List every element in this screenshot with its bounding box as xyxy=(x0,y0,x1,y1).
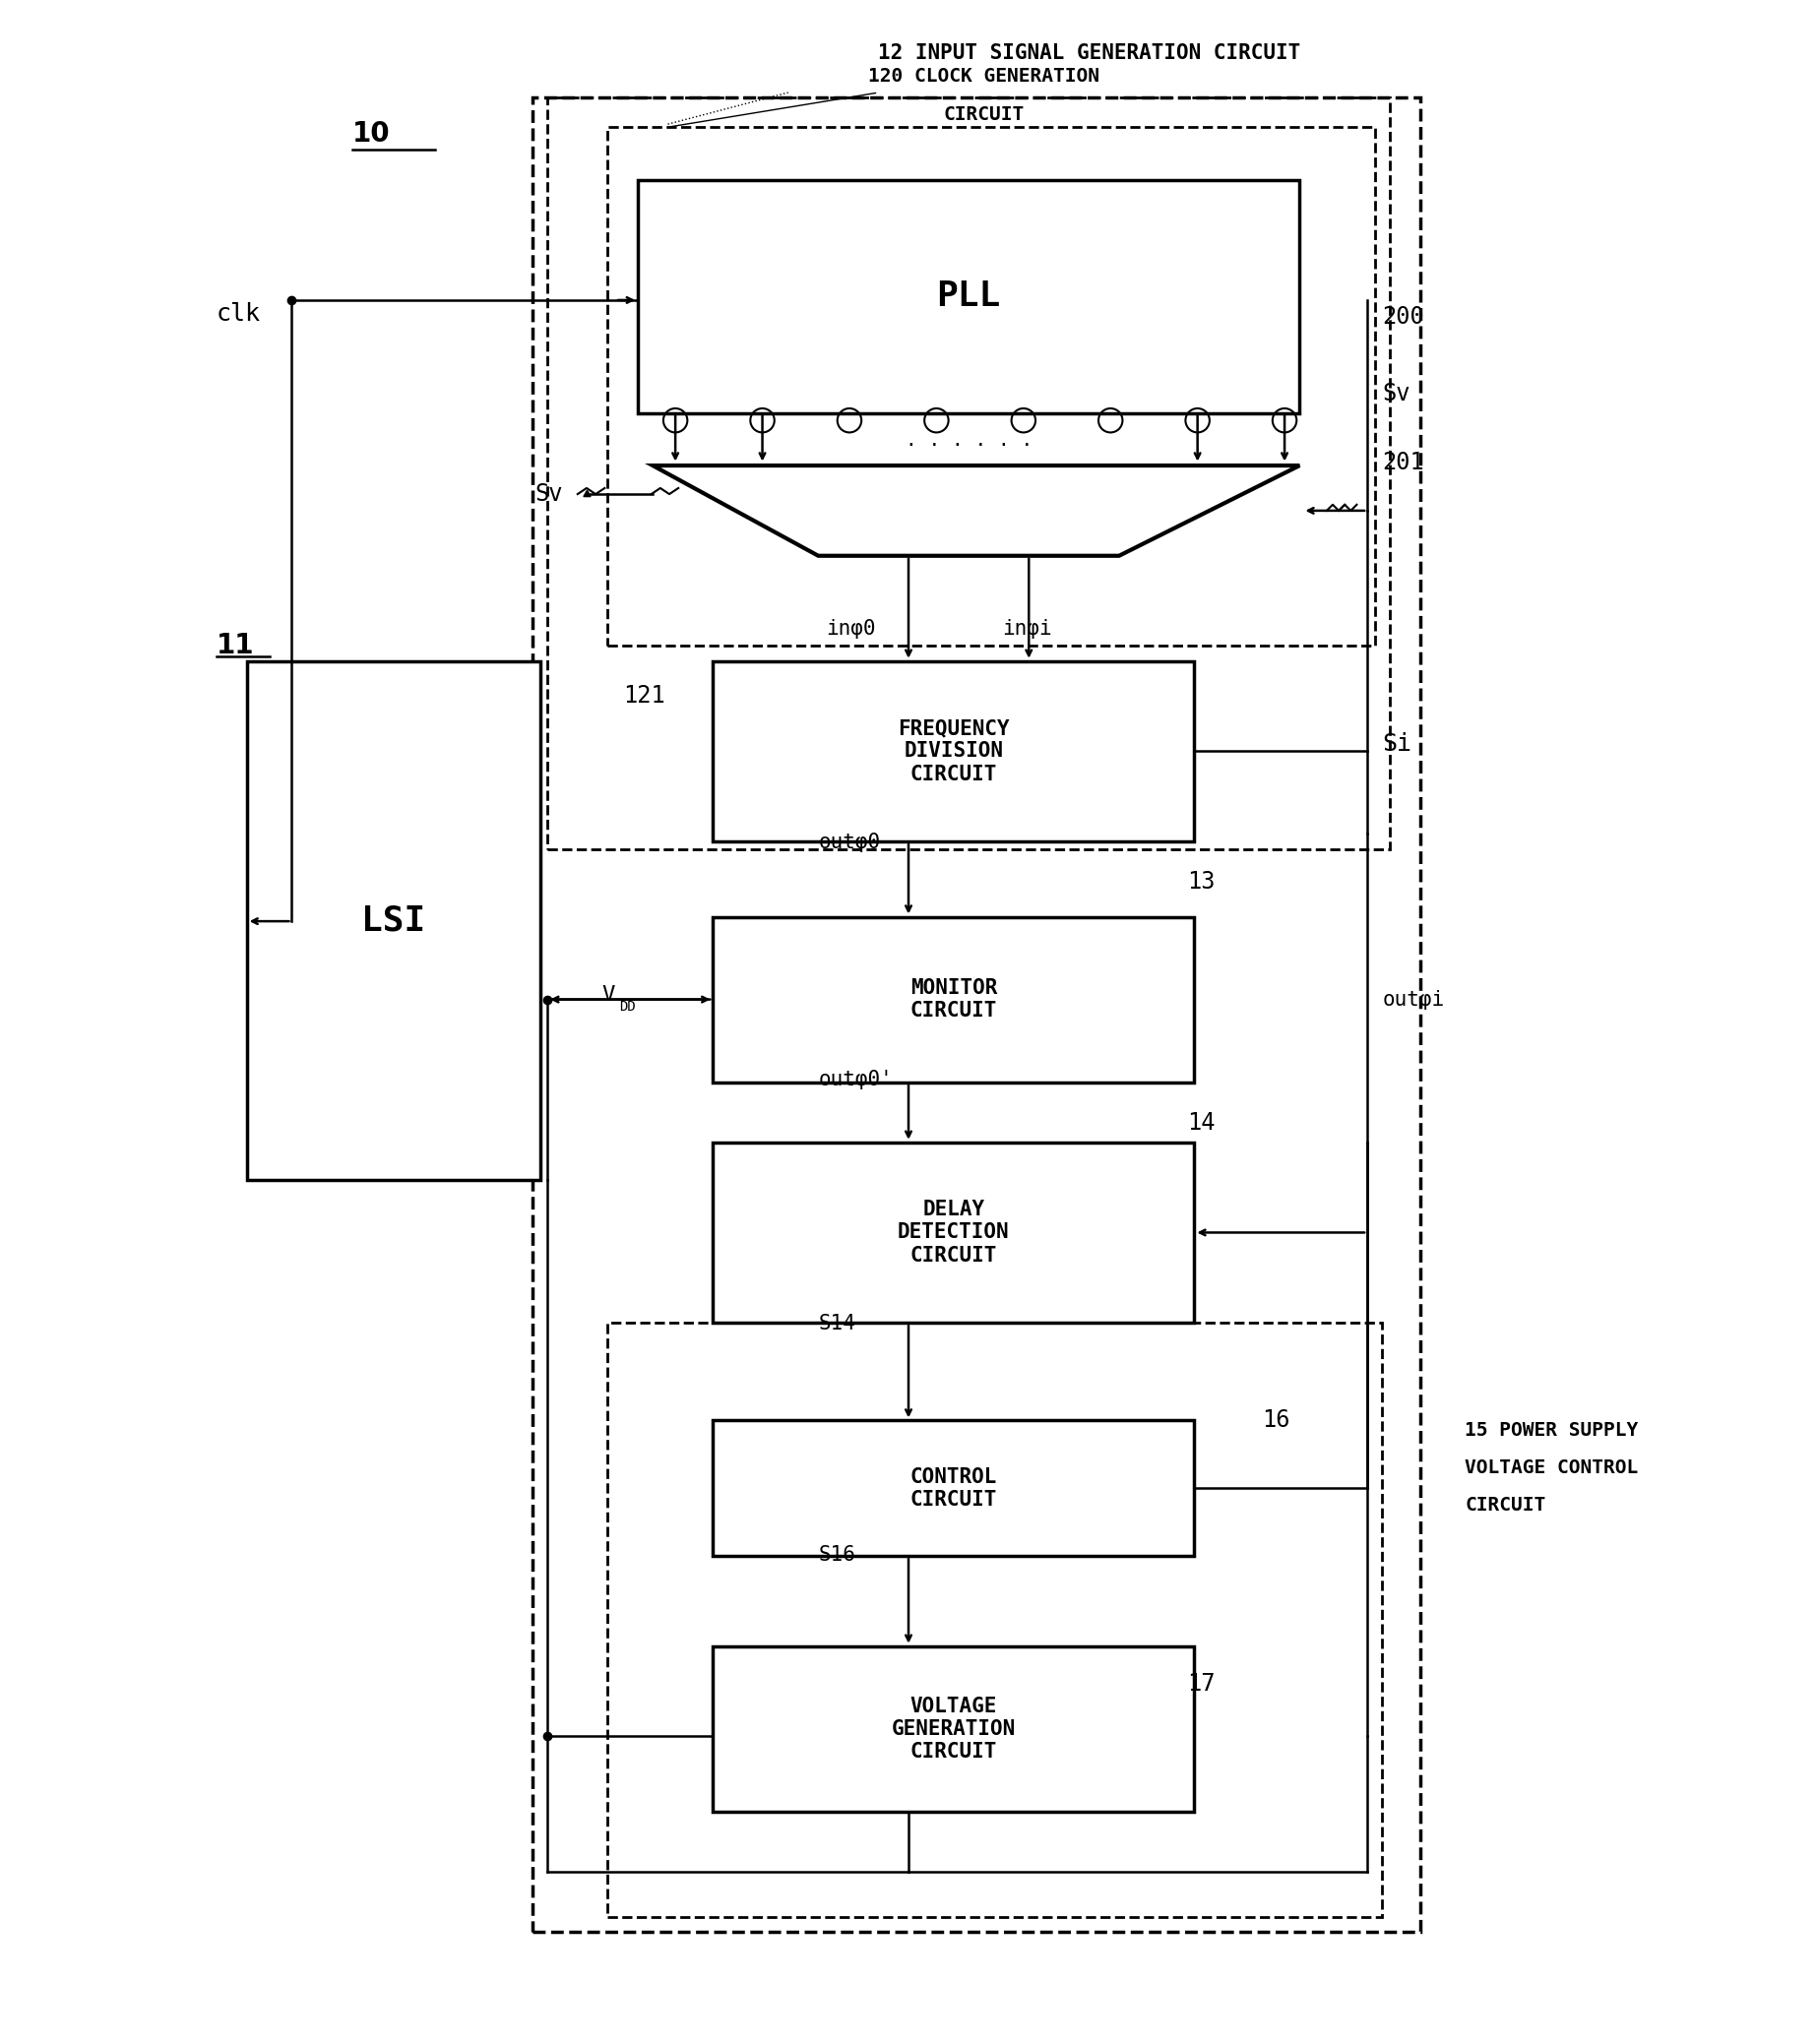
Text: S14: S14 xyxy=(818,1314,856,1333)
Text: Sv: Sv xyxy=(534,482,563,507)
Text: 12 INPUT SIGNAL GENERATION CIRCUIT: 12 INPUT SIGNAL GENERATION CIRCUIT xyxy=(878,43,1301,63)
Text: 200: 200 xyxy=(1383,305,1425,329)
Text: outφ0': outφ0' xyxy=(818,1069,892,1089)
Text: MONITOR
CIRCUIT: MONITOR CIRCUIT xyxy=(910,979,998,1020)
Text: FREQUENCY
DIVISION
CIRCUIT: FREQUENCY DIVISION CIRCUIT xyxy=(898,719,1010,785)
Text: 11: 11 xyxy=(216,632,254,660)
Text: 17: 17 xyxy=(1187,1672,1216,1697)
Text: 15 POWER SUPPLY: 15 POWER SUPPLY xyxy=(1465,1421,1639,1439)
Text: 10: 10 xyxy=(352,121,391,147)
Text: 121: 121 xyxy=(623,685,665,707)
Text: 14: 14 xyxy=(1187,1112,1216,1134)
Text: V: V xyxy=(601,985,616,1006)
Polygon shape xyxy=(247,660,540,1179)
Text: . . . . . .: . . . . . . xyxy=(905,431,1032,450)
Text: outφ0: outφ0 xyxy=(818,832,881,852)
Text: 16: 16 xyxy=(1263,1408,1290,1433)
Text: DELAY
DETECTION
CIRCUIT: DELAY DETECTION CIRCUIT xyxy=(898,1200,1010,1265)
Text: Si: Si xyxy=(1383,732,1412,756)
Text: VOLTAGE CONTROL: VOLTAGE CONTROL xyxy=(1465,1459,1639,1478)
Polygon shape xyxy=(712,1143,1194,1322)
Text: 13: 13 xyxy=(1187,871,1216,893)
Text: DD: DD xyxy=(620,1000,636,1014)
Text: Sv: Sv xyxy=(1383,382,1410,405)
Text: VOLTAGE
GENERATION
CIRCUIT: VOLTAGE GENERATION CIRCUIT xyxy=(892,1697,1016,1762)
Polygon shape xyxy=(712,1645,1194,1811)
Text: inφ0: inφ0 xyxy=(825,619,876,638)
Polygon shape xyxy=(712,660,1194,842)
Text: 201: 201 xyxy=(1383,452,1425,474)
Polygon shape xyxy=(712,916,1194,1081)
Text: CONTROL
CIRCUIT: CONTROL CIRCUIT xyxy=(910,1468,998,1508)
Text: CIRCUIT: CIRCUIT xyxy=(1465,1496,1546,1515)
Polygon shape xyxy=(638,180,1299,413)
Text: S16: S16 xyxy=(818,1545,856,1566)
Text: PLL: PLL xyxy=(936,280,1001,313)
Text: 120 CLOCK GENERATION: 120 CLOCK GENERATION xyxy=(869,67,1099,86)
Text: outφi: outφi xyxy=(1383,989,1445,1010)
Text: CIRCUIT: CIRCUIT xyxy=(943,104,1025,123)
Text: clk: clk xyxy=(216,303,262,325)
Text: LSI: LSI xyxy=(362,903,425,938)
Text: inφi: inφi xyxy=(1001,619,1052,638)
Polygon shape xyxy=(712,1421,1194,1555)
